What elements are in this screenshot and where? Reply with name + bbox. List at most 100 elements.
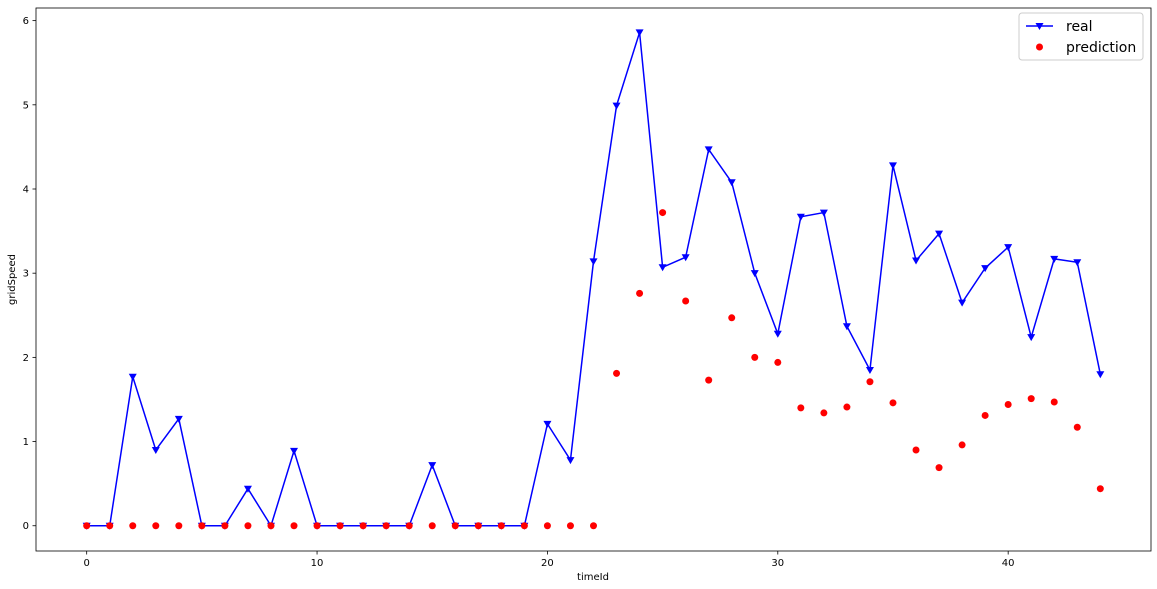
x-tick-label: 0 — [83, 558, 89, 569]
data-point-real — [543, 420, 552, 428]
data-point-prediction — [751, 353, 759, 361]
data-point-prediction — [613, 369, 621, 377]
data-point-prediction — [290, 522, 298, 530]
data-point-prediction — [474, 522, 482, 530]
data-point-real — [888, 162, 897, 170]
data-point-prediction — [152, 522, 160, 530]
y-tick-label: 5 — [23, 100, 29, 111]
data-point-prediction — [981, 411, 989, 419]
data-point-real — [1004, 244, 1013, 252]
data-point-prediction — [129, 522, 137, 530]
legend-item-real: real — [1026, 19, 1093, 35]
legend-marker-swatch — [1036, 43, 1043, 51]
y-tick-label: 2 — [23, 353, 29, 364]
data-point-prediction — [83, 522, 91, 530]
data-point-prediction — [705, 376, 713, 384]
data-point-prediction — [451, 522, 459, 530]
legend-marker-swatch — [1035, 23, 1044, 30]
data-point-prediction — [590, 522, 597, 530]
data-point-real — [935, 230, 944, 238]
data-point-real — [151, 446, 160, 454]
y-axis-label: gridSpeed — [7, 254, 18, 305]
y-tick-label: 3 — [23, 269, 29, 280]
data-point-real — [1027, 334, 1036, 342]
x-axis-label: timeId — [577, 572, 609, 583]
data-point-prediction — [889, 399, 897, 407]
data-point-real — [796, 213, 805, 221]
data-point-prediction — [1073, 423, 1081, 431]
data-point-real — [750, 270, 759, 278]
data-point-prediction — [958, 441, 966, 449]
y-tick-label: 4 — [23, 185, 29, 196]
data-point-prediction — [866, 378, 874, 386]
data-point-prediction — [244, 522, 252, 530]
legend-label: real — [1066, 19, 1093, 35]
data-point-real — [243, 485, 252, 493]
data-point-real — [612, 102, 621, 110]
data-point-prediction — [636, 289, 644, 297]
data-point-prediction — [405, 522, 413, 530]
data-point-prediction — [1050, 398, 1058, 406]
data-point-prediction — [267, 522, 275, 530]
data-point-real — [1073, 259, 1082, 267]
data-point-prediction — [1027, 395, 1035, 403]
data-point-prediction — [774, 358, 782, 366]
data-point-prediction — [543, 522, 551, 530]
x-tick-label: 20 — [541, 558, 554, 569]
data-point-prediction — [797, 404, 805, 412]
data-point-prediction — [382, 522, 390, 530]
data-point-prediction — [198, 522, 206, 530]
data-point-real — [842, 323, 851, 331]
data-point-prediction — [843, 403, 851, 411]
data-point-real — [981, 265, 990, 273]
data-point-prediction — [1096, 485, 1104, 493]
data-point-real — [658, 264, 667, 272]
x-tick-label: 40 — [1002, 558, 1015, 569]
legend-label: prediction — [1066, 40, 1136, 56]
legend-box — [1018, 12, 1144, 61]
data-point-prediction — [1004, 401, 1012, 409]
y-tick-label: 1 — [23, 437, 29, 448]
plot-area — [35, 7, 1152, 552]
data-point-prediction — [221, 522, 229, 530]
data-point-prediction — [912, 446, 920, 454]
y-tick-label: 6 — [23, 16, 29, 27]
data-point-real — [589, 258, 598, 266]
data-point-prediction — [497, 522, 505, 530]
data-point-real — [1050, 255, 1059, 263]
data-point-prediction — [820, 409, 828, 417]
data-point-prediction — [659, 209, 667, 217]
data-point-prediction — [313, 522, 321, 530]
data-point-real — [128, 373, 137, 381]
legend: real prediction — [1018, 12, 1144, 61]
data-point-prediction — [728, 314, 736, 322]
data-point-real — [912, 257, 921, 265]
data-point-prediction — [935, 464, 943, 472]
y-tick-label: 0 — [23, 521, 29, 532]
data-point-real — [773, 330, 782, 338]
data-point-real — [566, 457, 575, 465]
data-point-prediction — [428, 522, 436, 530]
series-layer — [82, 29, 1105, 530]
data-point-prediction — [359, 522, 367, 530]
data-point-real — [174, 415, 183, 423]
x-tick-label: 30 — [771, 558, 784, 569]
data-point-prediction — [106, 522, 114, 530]
data-point-real — [428, 462, 437, 470]
data-point-real — [704, 146, 713, 154]
data-point-real — [290, 447, 299, 455]
data-point-prediction — [682, 297, 690, 305]
series-prediction — [83, 209, 1104, 530]
axis-ticks: 0 10 20 30 40 0 1 2 3 4 5 6 — [23, 16, 1015, 569]
data-point-real — [958, 299, 967, 307]
x-tick-label: 10 — [311, 558, 324, 569]
data-point-real — [727, 179, 736, 187]
data-point-real — [865, 367, 874, 374]
legend-item-prediction: prediction — [1036, 40, 1136, 56]
data-point-prediction — [336, 522, 344, 530]
data-point-real — [819, 209, 828, 217]
data-point-real — [681, 254, 690, 262]
data-point-prediction — [175, 522, 183, 530]
data-point-prediction — [566, 522, 574, 530]
